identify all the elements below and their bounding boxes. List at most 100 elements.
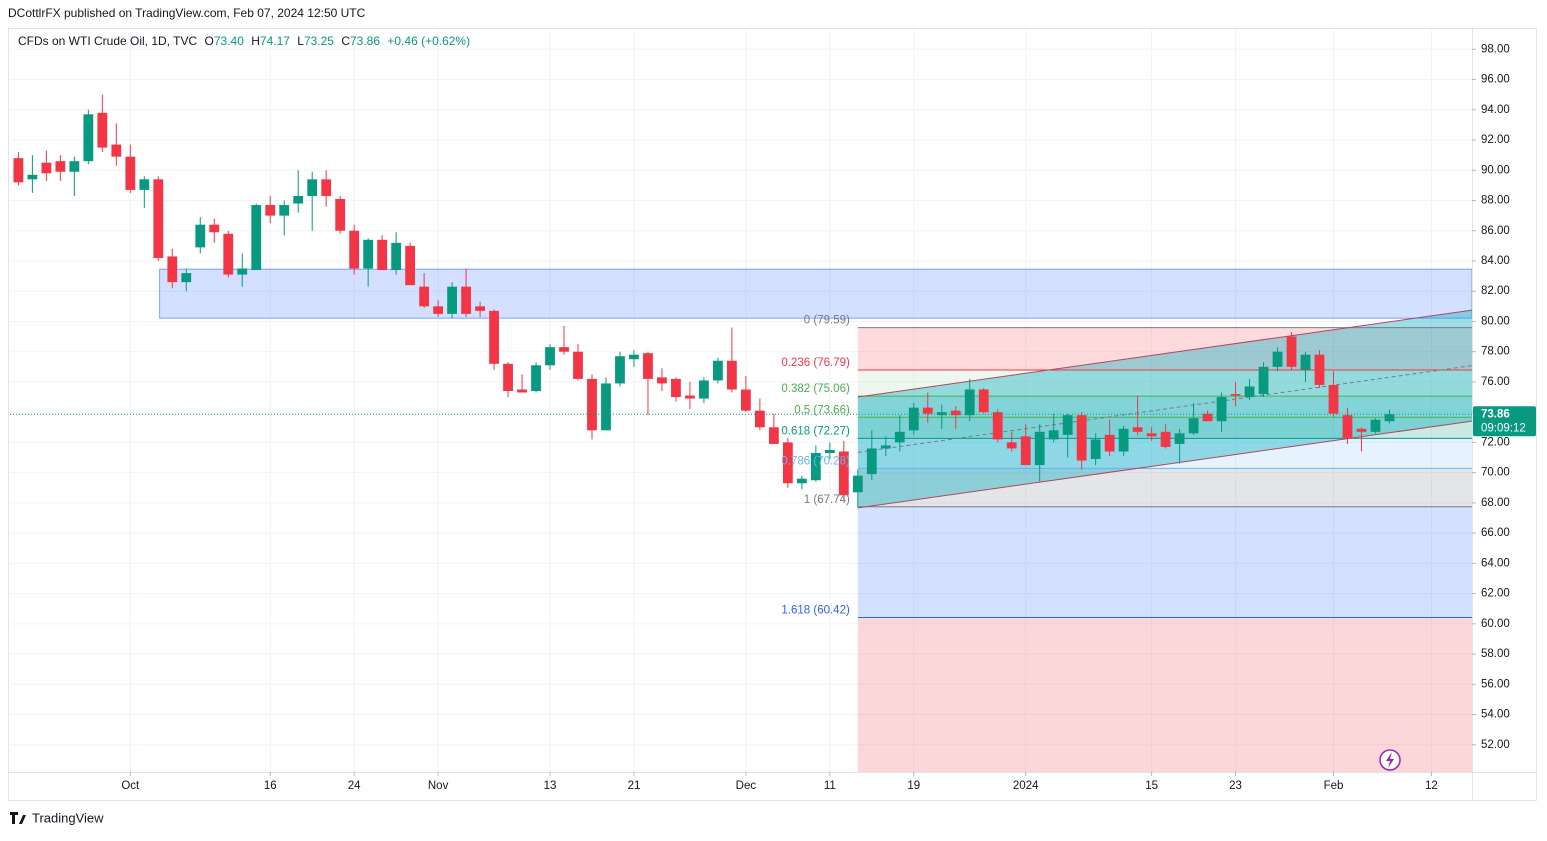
candle-body	[1020, 436, 1031, 466]
frame	[8, 28, 1537, 801]
candle-body	[363, 239, 374, 269]
candle-body	[587, 378, 597, 431]
candle-body	[685, 395, 695, 399]
channel-upper	[857, 309, 1472, 398]
plot-area	[10, 94, 1472, 772]
candle-body	[1048, 430, 1059, 440]
candle-body	[391, 242, 402, 271]
candle-body	[321, 179, 332, 196]
channel-mid	[857, 365, 1472, 453]
fib-label: 0 (79.59)	[804, 315, 850, 327]
y-tick-label: 58.00	[1481, 648, 1510, 660]
candle-body	[894, 431, 905, 443]
y-tick-label: 94.00	[1481, 104, 1510, 116]
candle-body	[475, 306, 485, 311]
candle-body	[1230, 394, 1241, 396]
candle-body	[1146, 433, 1157, 437]
y-tick-label: 68.00	[1481, 497, 1510, 509]
candle-body	[1006, 442, 1017, 449]
legend-value: 73.86	[350, 34, 380, 48]
candle-body	[1174, 433, 1185, 444]
candle-body	[1132, 427, 1143, 432]
candle-body	[265, 205, 276, 216]
y-tick-label: 64.00	[1481, 557, 1510, 569]
x-tick-label: Feb	[1324, 780, 1344, 792]
fib-label: 0.618 (72.27)	[781, 425, 850, 437]
candle-body	[615, 356, 625, 384]
candle-body	[489, 310, 499, 364]
y-tick-label: 62.00	[1481, 588, 1510, 600]
candle-body	[713, 360, 723, 381]
candle-body	[209, 224, 220, 233]
fib-zone	[857, 327, 1472, 370]
candle-body	[1300, 354, 1311, 370]
candle-body	[349, 230, 360, 269]
x-tick-label: Dec	[736, 780, 757, 792]
countdown-label: 09:09:12	[1481, 422, 1526, 434]
legend: CFDs on WTI Crude Oil, 1D, TVC O73.40 H7…	[18, 34, 470, 48]
candle-body	[978, 389, 989, 413]
y-tick-label: 76.00	[1481, 376, 1510, 388]
legend-value: 74.17	[260, 34, 290, 48]
candle-body	[643, 353, 653, 379]
candle-body	[503, 363, 513, 391]
candle-body	[237, 268, 248, 275]
candle-body	[1216, 397, 1227, 422]
candle-body	[405, 245, 416, 286]
x-tick-label: 2024	[1013, 780, 1039, 792]
fib-zone	[857, 468, 1472, 507]
last-price-label: 73.86	[1481, 408, 1510, 420]
candle-body	[153, 179, 164, 258]
candle-body	[936, 412, 947, 416]
candle-body	[1062, 415, 1073, 435]
candle-body	[1314, 354, 1325, 385]
y-tick-label: 90.00	[1481, 164, 1510, 176]
candle-body	[517, 389, 527, 393]
legend-label: L	[297, 34, 304, 48]
fib-zone	[857, 396, 1472, 418]
candle-body	[880, 445, 891, 449]
candle-body	[1356, 428, 1367, 432]
candle-body	[195, 224, 206, 248]
candle-body	[768, 427, 779, 444]
candle-body	[838, 451, 849, 496]
candle-body	[908, 407, 919, 431]
y-tick-label: 98.00	[1481, 43, 1510, 55]
y-tick-label: 54.00	[1481, 709, 1510, 721]
candle-body	[950, 410, 961, 416]
candle-body	[964, 389, 975, 416]
candle-body	[55, 161, 66, 172]
symbol-title: CFDs on WTI Crude Oil, 1D, TVC	[18, 34, 197, 48]
legend-value: 73.40	[214, 34, 244, 48]
fib-zone	[857, 617, 1472, 772]
candle-body	[1160, 431, 1171, 447]
candle-body	[531, 365, 541, 391]
y-tick-label: 78.00	[1481, 346, 1510, 358]
y-tick-label: 52.00	[1481, 739, 1510, 751]
candle-body	[1034, 431, 1045, 466]
x-tick-label: 24	[348, 780, 361, 792]
y-tick-label: 66.00	[1481, 527, 1510, 539]
candle-body	[1328, 384, 1339, 414]
y-tick-label: 70.00	[1481, 467, 1510, 479]
fib-label: 0.382 (75.06)	[781, 383, 850, 395]
candle-body	[251, 205, 262, 271]
candle-body	[1188, 418, 1199, 434]
lightning-icon[interactable]	[1379, 749, 1401, 771]
x-tick-label: 12	[1425, 780, 1438, 792]
candle-body	[111, 144, 122, 157]
candle-body	[782, 442, 793, 484]
candle-body	[754, 410, 765, 428]
grid	[10, 29, 1472, 772]
y-tick-label: 82.00	[1481, 285, 1510, 297]
candle-body	[83, 114, 94, 162]
logo-text: TradingView	[32, 810, 104, 825]
candle-body	[741, 389, 751, 411]
candle-body	[461, 286, 471, 314]
candle-body	[852, 475, 863, 493]
candle-body	[223, 233, 234, 275]
candle-body	[573, 351, 583, 379]
candle-body	[699, 380, 709, 399]
icon-bolt[interactable]	[1386, 752, 1394, 768]
